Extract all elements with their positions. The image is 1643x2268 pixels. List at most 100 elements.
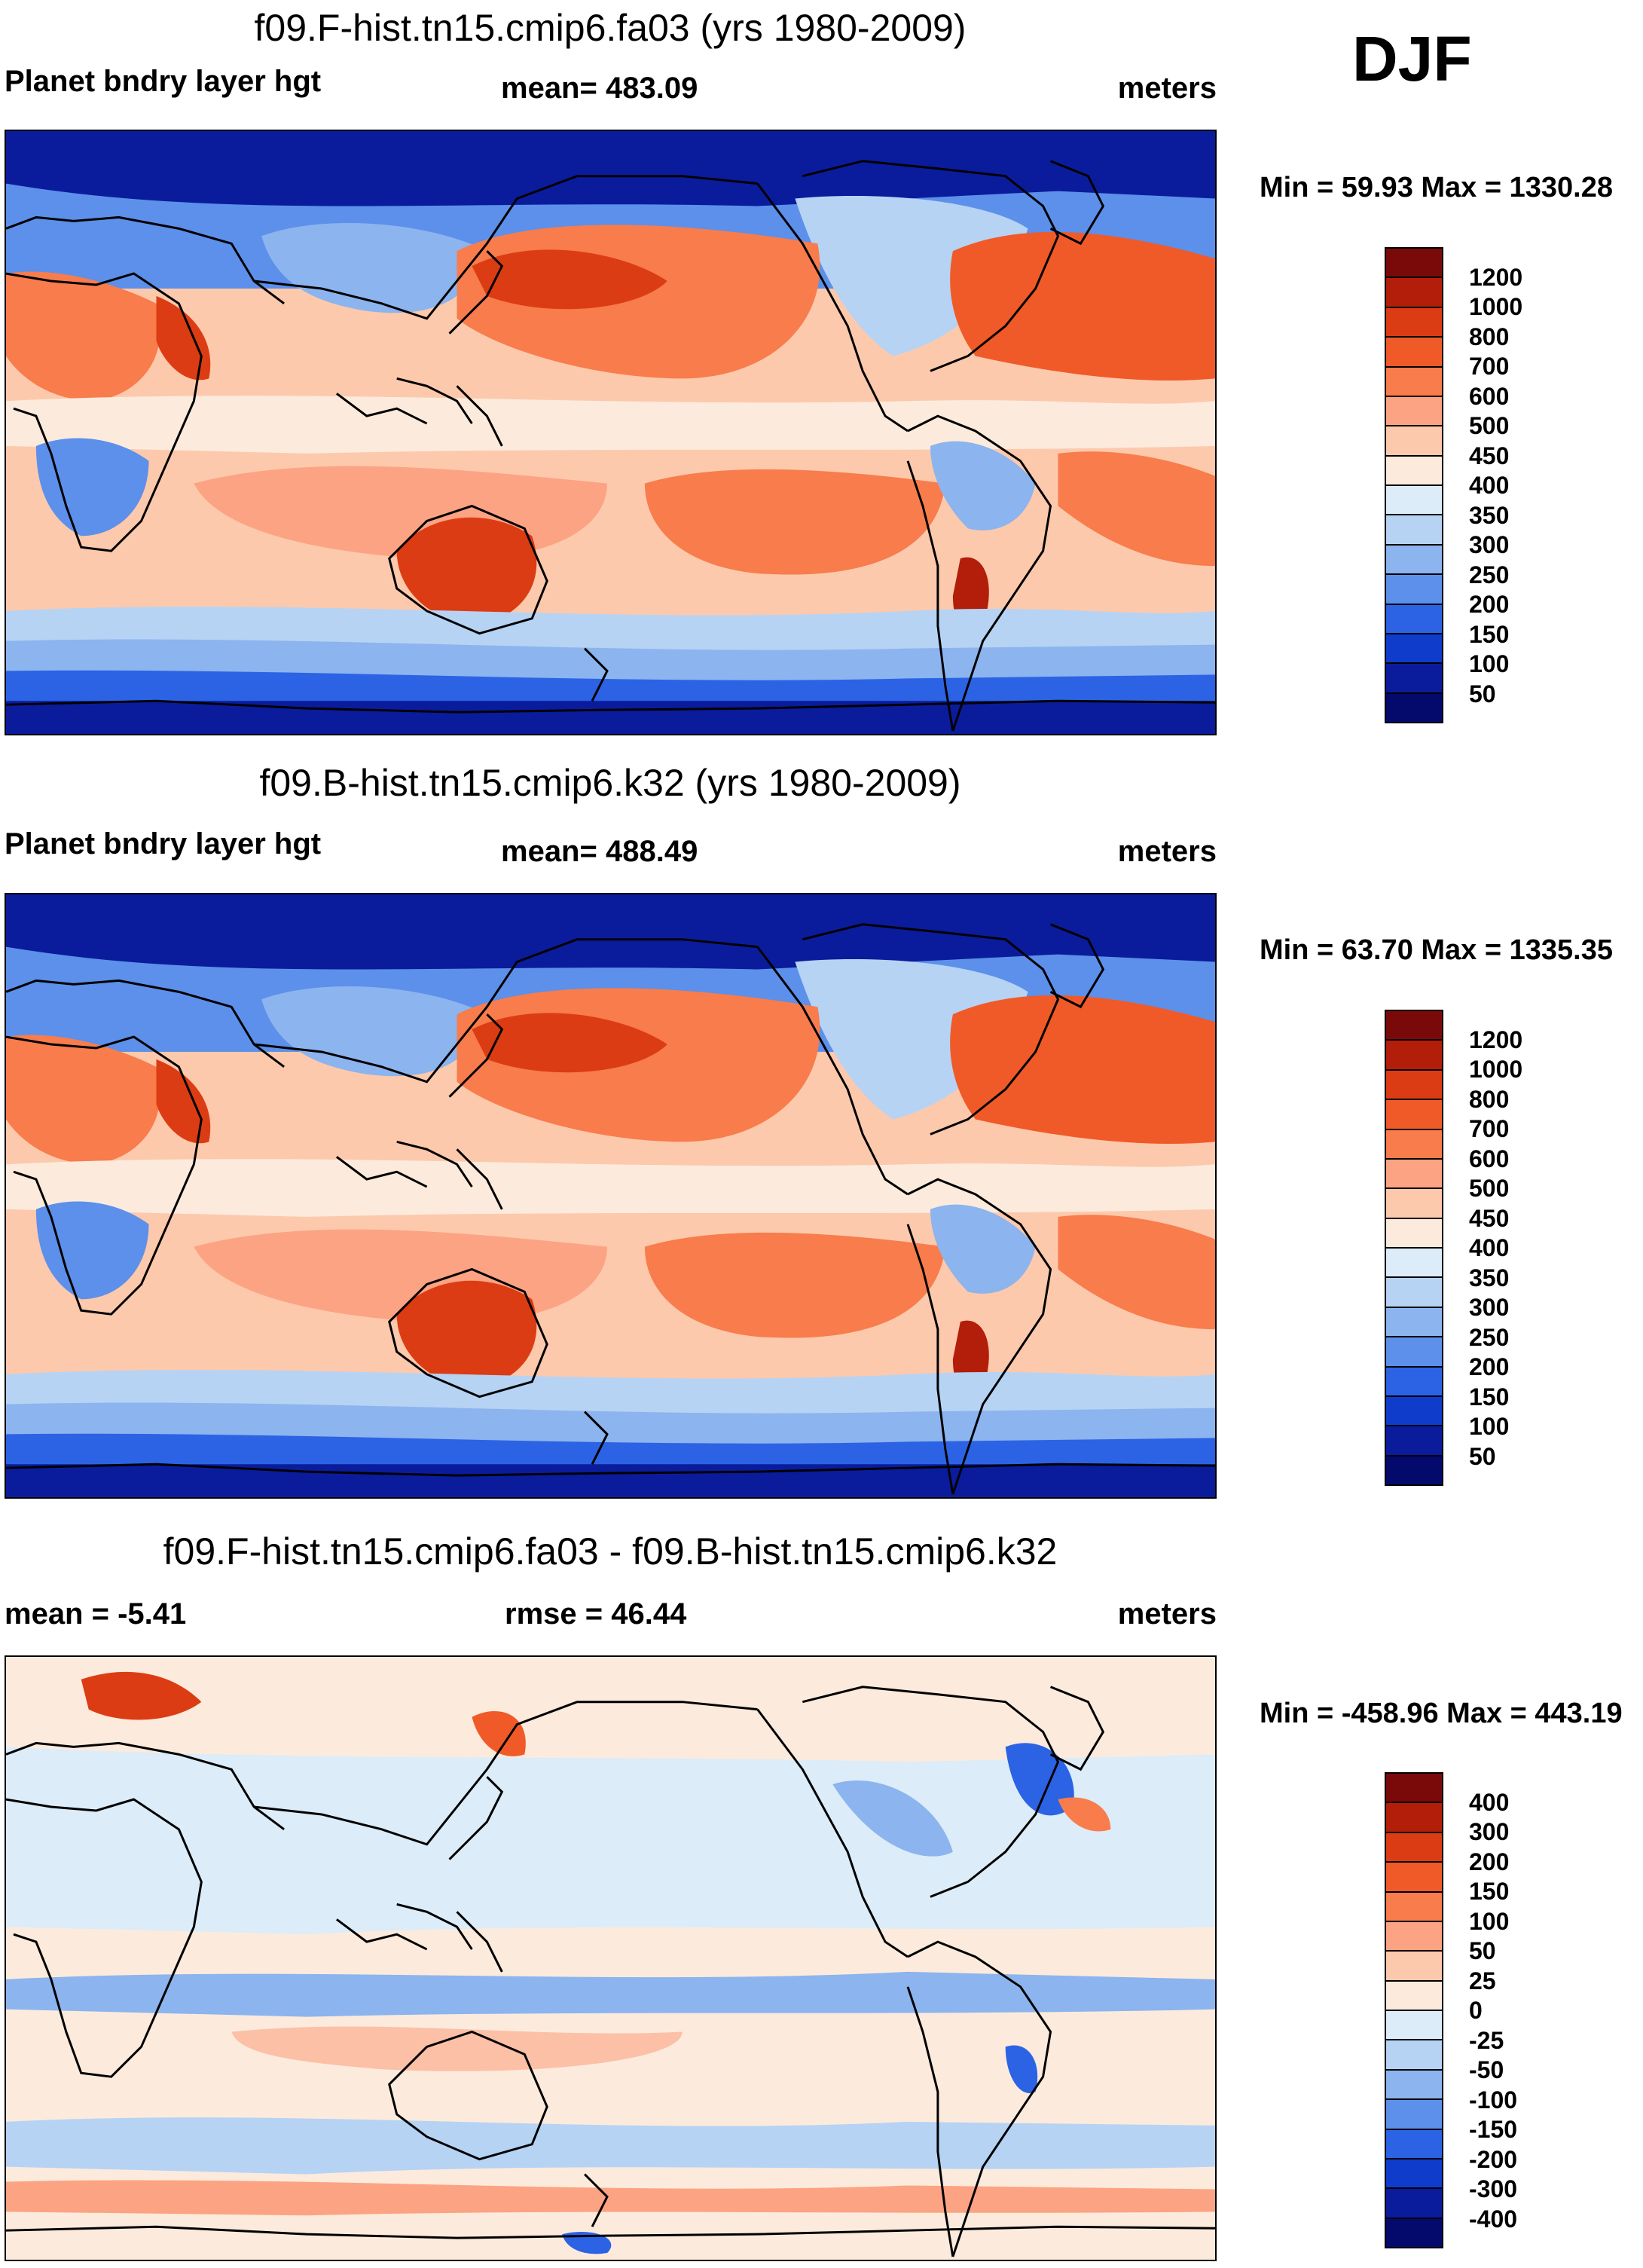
colorbar-swatch: [1386, 2218, 1442, 2247]
colorbar-swatch: [1386, 1396, 1442, 1427]
colorbar-tick-label: 400: [1469, 472, 1510, 499]
panel-1-variable-label: Planet bndry layer hgt: [5, 65, 322, 98]
colorbar-swatch: [1386, 1041, 1442, 1071]
panel-1-minmax: Min = 59.93 Max = 1330.28: [1260, 172, 1613, 203]
panel-2-variable-label: Planet bndry layer hgt: [5, 827, 322, 860]
colorbar-tick-label: 700: [1469, 353, 1510, 380]
panel-3-colorbar: [1385, 1772, 1443, 2248]
colorbar-tick-label: 1000: [1469, 1056, 1523, 1083]
colorbar-tick-label: 1000: [1469, 293, 1523, 320]
colorbar-swatch: [1386, 2070, 1442, 2101]
colorbar-swatch: [1386, 426, 1442, 457]
colorbar-swatch: [1386, 575, 1442, 605]
panel-1-units-label: meters: [1117, 72, 1217, 105]
colorbar-swatch: [1386, 1921, 1442, 1952]
colorbar-swatch: [1386, 1981, 1442, 2011]
colorbar-swatch: [1386, 1307, 1442, 1338]
colorbar-tick-label: 150: [1469, 620, 1510, 648]
colorbar-swatch: [1386, 2129, 1442, 2159]
panel-1-map: [5, 130, 1217, 735]
colorbar-swatch: [1386, 2040, 1442, 2071]
colorbar-tick-label: 250: [1469, 1323, 1510, 1351]
colorbar-tick-label: 450: [1469, 1204, 1510, 1232]
colorbar-swatch: [1386, 1456, 1442, 1484]
panel-2-minmax: Min = 63.70 Max = 1335.35: [1260, 934, 1613, 966]
colorbar-swatch: [1386, 278, 1442, 308]
panel-3-rmse-label: rmse = 46.44: [505, 1597, 687, 1631]
colorbar-tick-label: 200: [1469, 1848, 1510, 1875]
colorbar-tick-label: 0: [1469, 1997, 1483, 2024]
colorbar-swatch: [1386, 2011, 1442, 2041]
colorbar-swatch: [1386, 249, 1442, 279]
panel-1-mean-label: mean= 483.09: [501, 72, 698, 105]
colorbar-tick-label: 1200: [1469, 1025, 1523, 1053]
colorbar-tick-label: -25: [1469, 2026, 1504, 2054]
colorbar-tick-label: 1200: [1469, 263, 1523, 291]
panel-2-mean-label: mean= 488.49: [501, 835, 698, 868]
season-label: DJF: [1352, 23, 1472, 94]
colorbar-tick-label: 600: [1469, 382, 1510, 410]
colorbar-swatch: [1386, 1892, 1442, 1922]
colorbar-swatch: [1386, 1426, 1442, 1456]
colorbar-tick-label: 400: [1469, 1234, 1510, 1261]
panel-1-colorbar: [1385, 247, 1443, 723]
colorbar-tick-label: -50: [1469, 2056, 1504, 2083]
colorbar-swatch: [1386, 1367, 1442, 1397]
colorbar-tick-label: 100: [1469, 1907, 1510, 1935]
colorbar-tick-label: 150: [1469, 1878, 1510, 1905]
colorbar-tick-label: 100: [1469, 1413, 1510, 1440]
colorbar-swatch: [1386, 515, 1442, 546]
colorbar-tick-label: 50: [1469, 1442, 1496, 1470]
colorbar-tick-label: 500: [1469, 1175, 1510, 1202]
colorbar-swatch: [1386, 2189, 1442, 2219]
colorbar-tick-label: 500: [1469, 412, 1510, 439]
panel-2-units-label: meters: [1117, 835, 1217, 868]
colorbar-swatch: [1386, 1832, 1442, 1863]
colorbar-swatch: [1386, 1337, 1442, 1368]
colorbar-tick-label: -300: [1469, 2175, 1518, 2202]
colorbar-tick-label: 150: [1469, 1383, 1510, 1411]
colorbar-swatch: [1386, 307, 1442, 338]
colorbar-swatch: [1386, 693, 1442, 722]
colorbar-swatch: [1386, 367, 1442, 397]
colorbar-swatch: [1386, 1863, 1442, 1893]
panel-1-title: f09.F-hist.tn15.cmip6.fa03 (yrs 1980-200…: [254, 7, 967, 49]
colorbar-tick-label: -200: [1469, 2145, 1518, 2173]
colorbar-swatch: [1386, 2100, 1442, 2130]
colorbar-swatch: [1386, 1952, 1442, 1982]
colorbar-swatch: [1386, 1218, 1442, 1249]
colorbar-tick-label: 250: [1469, 561, 1510, 588]
colorbar-tick-label: 700: [1469, 1115, 1510, 1142]
colorbar-swatch: [1386, 1100, 1442, 1130]
colorbar-tick-label: 25: [1469, 1967, 1496, 1994]
panel-3-units-label: meters: [1117, 1597, 1217, 1631]
colorbar-tick-label: 50: [1469, 680, 1496, 708]
colorbar-tick-label: 450: [1469, 442, 1510, 469]
colorbar-swatch: [1386, 1189, 1442, 1219]
colorbar-tick-label: 400: [1469, 1788, 1510, 1816]
panel-3-title: f09.F-hist.tn15.cmip6.fa03 - f09.B-hist.…: [163, 1530, 1058, 1573]
colorbar-tick-label: -150: [1469, 2116, 1518, 2143]
colorbar-tick-label: 200: [1469, 1353, 1510, 1380]
colorbar-tick-label: 300: [1469, 531, 1510, 558]
colorbar-swatch: [1386, 1070, 1442, 1101]
colorbar-swatch: [1386, 486, 1442, 516]
colorbar-swatch: [1386, 1129, 1442, 1160]
colorbar-tick-label: 600: [1469, 1145, 1510, 1172]
colorbar-swatch: [1386, 1159, 1442, 1190]
panel-2-colorbar: [1385, 1010, 1443, 1486]
colorbar-swatch: [1386, 664, 1442, 694]
colorbar-swatch: [1386, 634, 1442, 665]
colorbar-tick-label: 350: [1469, 1264, 1510, 1291]
colorbar-swatch: [1386, 1278, 1442, 1308]
panel-2-title: f09.B-hist.tn15.cmip6.k32 (yrs 1980-2009…: [259, 762, 961, 804]
panel-3-mean-label: mean = -5.41: [5, 1597, 187, 1631]
colorbar-tick-label: 350: [1469, 501, 1510, 529]
colorbar-swatch: [1386, 456, 1442, 486]
colorbar-swatch: [1386, 396, 1442, 427]
panel-3-map: [5, 1655, 1217, 2261]
colorbar-swatch: [1386, 545, 1442, 576]
colorbar-swatch: [1386, 604, 1442, 634]
colorbar-swatch: [1386, 1803, 1442, 1833]
colorbar-swatch: [1386, 338, 1442, 368]
